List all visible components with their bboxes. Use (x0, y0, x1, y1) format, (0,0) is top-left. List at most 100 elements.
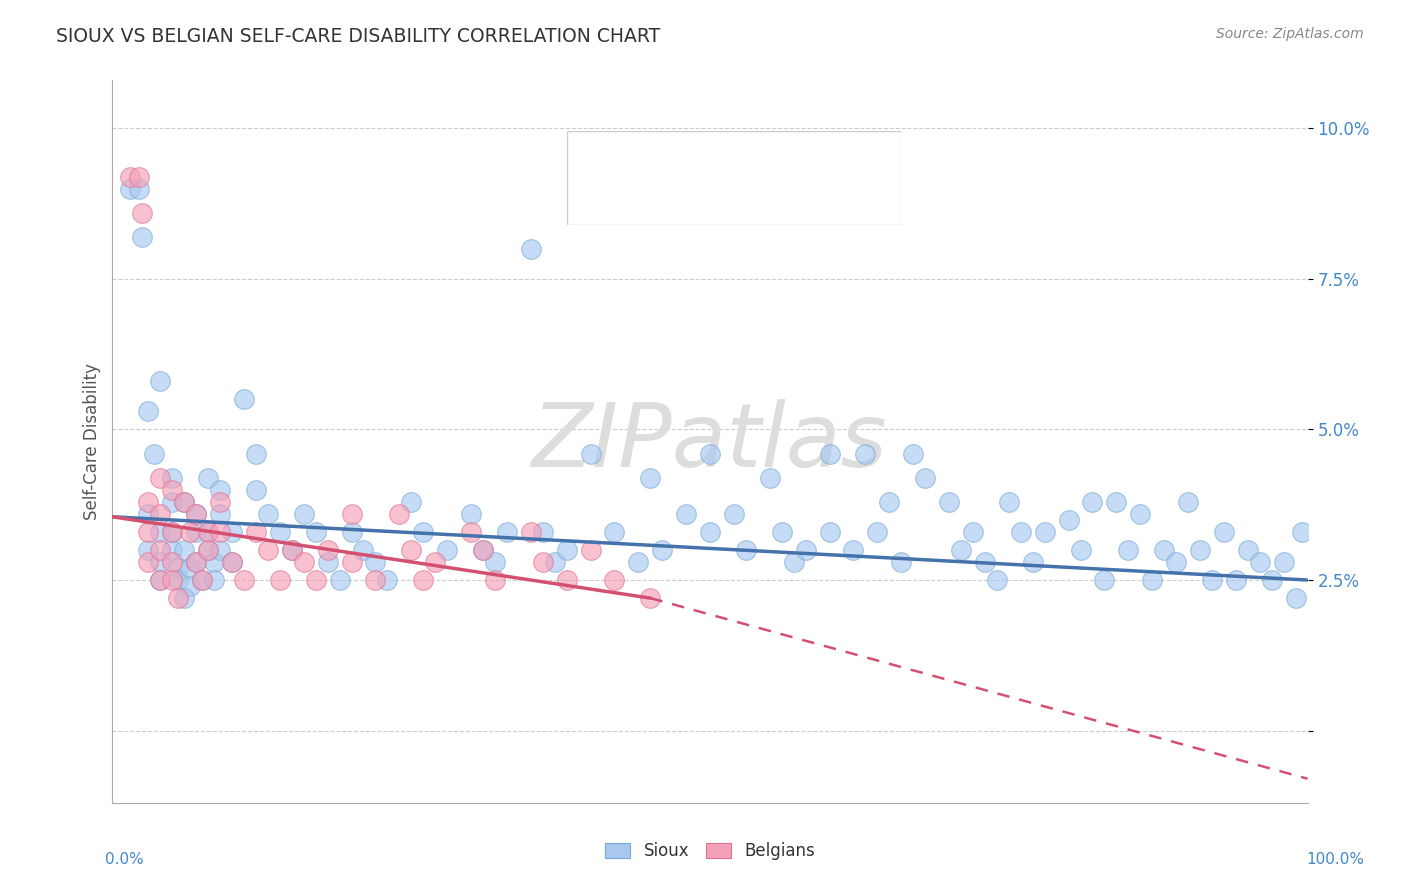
Point (186, 524, 208, 539)
Point (974, 555, 997, 569)
Point (436, 542, 458, 557)
Point (191, 573, 214, 587)
Point (962, 524, 984, 539)
Point (197, 542, 219, 557)
Point (162, 524, 183, 539)
Point (675, 507, 697, 521)
Point (292, 555, 315, 569)
Point (484, 555, 506, 569)
Point (531, 524, 554, 539)
Point (167, 591, 190, 606)
Point (162, 573, 183, 587)
Point (1010, 524, 1032, 539)
Point (191, 573, 214, 587)
Point (938, 494, 960, 508)
Point (352, 542, 374, 557)
Point (128, 181, 150, 195)
Point (167, 573, 190, 587)
Point (401, 494, 423, 508)
Point (1033, 524, 1056, 539)
Point (1057, 513, 1080, 527)
Point (855, 446, 877, 460)
Y-axis label: Self-Care Disability: Self-Care Disability (83, 363, 101, 520)
Point (173, 591, 195, 606)
Point (316, 555, 339, 569)
Point (162, 494, 183, 508)
Point (364, 555, 387, 569)
Point (149, 507, 172, 521)
Point (412, 573, 434, 587)
Point (209, 524, 232, 539)
Point (484, 573, 506, 587)
Point (138, 507, 160, 521)
Point (329, 573, 352, 587)
Point (699, 524, 721, 539)
Point (245, 446, 267, 460)
Point (472, 542, 495, 557)
Point (186, 555, 208, 569)
Point (425, 555, 447, 569)
Point (555, 573, 578, 587)
Point (1272, 555, 1295, 569)
Point (950, 542, 973, 557)
Point (1177, 494, 1199, 508)
Point (162, 483, 183, 497)
Point (233, 392, 256, 407)
Point (120, 181, 142, 195)
Point (1249, 555, 1271, 569)
Point (388, 507, 411, 521)
Point (179, 579, 201, 593)
Point (209, 483, 232, 497)
Point (269, 573, 291, 587)
Point (162, 470, 183, 484)
Point (627, 555, 650, 569)
Point (579, 446, 602, 460)
Point (149, 555, 172, 569)
Point (167, 561, 190, 575)
Point (377, 573, 399, 587)
Point (914, 470, 936, 484)
Point (221, 555, 243, 569)
Point (257, 507, 280, 521)
Point (131, 229, 153, 244)
Point (1285, 591, 1308, 606)
Point (770, 524, 793, 539)
Point (233, 573, 256, 587)
Point (173, 542, 195, 557)
Point (202, 573, 225, 587)
Point (759, 470, 782, 484)
Point (149, 524, 172, 539)
Point (197, 542, 219, 557)
Point (782, 555, 804, 569)
Point (520, 242, 543, 256)
Point (890, 555, 912, 569)
Point (281, 542, 304, 557)
Point (794, 542, 817, 557)
Text: SIOUX VS BELGIAN SELF-CARE DISABILITY CORRELATION CHART: SIOUX VS BELGIAN SELF-CARE DISABILITY CO… (56, 27, 661, 45)
Point (138, 404, 160, 418)
Text: 0.0%: 0.0% (105, 852, 145, 867)
Point (1189, 542, 1212, 557)
Point (842, 542, 865, 557)
Point (138, 542, 160, 557)
Point (472, 542, 495, 557)
Point (640, 591, 662, 606)
Point (651, 542, 673, 557)
Point (986, 573, 1008, 587)
Point (555, 542, 578, 557)
Point (1022, 555, 1045, 569)
Point (149, 573, 172, 587)
Point (138, 555, 160, 569)
Point (179, 561, 201, 575)
Point (340, 555, 363, 569)
Point (281, 542, 304, 557)
Point (197, 470, 219, 484)
Point (173, 494, 195, 508)
Point (1261, 573, 1284, 587)
Point (340, 524, 363, 539)
Point (879, 494, 901, 508)
Point (209, 507, 232, 521)
Point (412, 524, 434, 539)
Point (1129, 507, 1152, 521)
Point (903, 446, 925, 460)
